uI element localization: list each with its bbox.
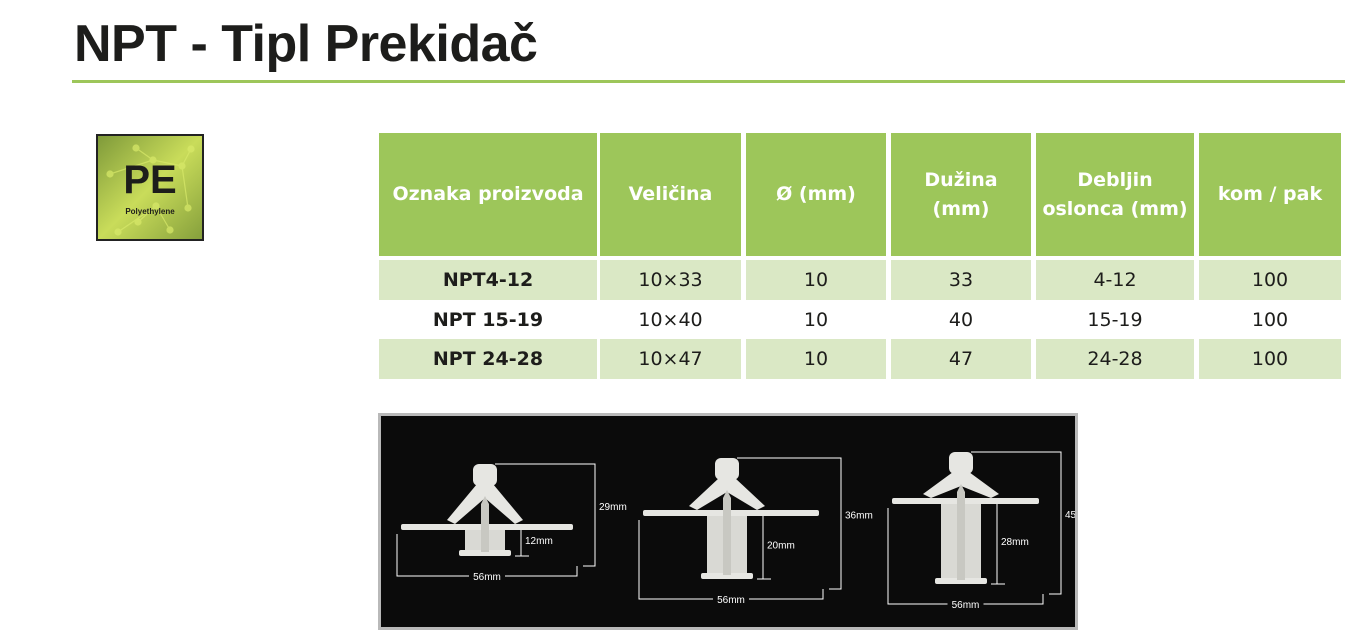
height-dimension-label: 45mm: [1065, 510, 1075, 521]
page-title: NPT - Tipl Prekidač: [74, 15, 538, 73]
width-dimension-label: 56mm: [717, 595, 745, 606]
grip-dimension-label: 20mm: [767, 541, 795, 552]
width-dimension-label: 56mm: [473, 572, 501, 583]
product-code-cell: NPT 15-19: [432, 308, 544, 331]
table-cell: 33: [891, 260, 1031, 300]
table-cell: 4-12: [1036, 260, 1194, 300]
column-header: Oznaka proizvoda: [379, 133, 597, 256]
table-cell: 10: [746, 260, 886, 300]
column-header: Ø (mm): [746, 133, 886, 256]
table-cell: 100: [1199, 339, 1341, 379]
dowel-1: 29mm 12mm 56mm: [396, 463, 627, 583]
grip-dimension-label: 12mm: [525, 536, 553, 547]
molecule-pattern-icon: [106, 144, 195, 236]
table-cell: 100: [1251, 308, 1289, 331]
badge-symbol: PE: [123, 158, 177, 202]
height-dimension-label: 29mm: [599, 502, 627, 513]
column-header: Veličina: [600, 133, 741, 256]
table-cell: 15-19: [1087, 308, 1143, 331]
grip-dimension-label: 28mm: [1001, 537, 1029, 548]
table-cell: 10×33: [600, 260, 741, 300]
dowel-dimension-diagram: 29mm 12mm 56mm 36mm 20mm 56mm 45mm 28mm 56mm: [396, 451, 1093, 611]
table-cell: 10×40: [638, 308, 703, 331]
table-cell: 10×47: [600, 339, 741, 379]
product-code-cell: NPT 24-28: [379, 339, 597, 379]
table-cell: 24-28: [1036, 339, 1194, 379]
polyethylene-badge: PE Polyethylene: [96, 134, 204, 241]
dowel-3: 45mm 28mm 56mm: [887, 451, 1093, 611]
table-cell: 100: [1199, 260, 1341, 300]
height-dimension-label: 36mm: [845, 511, 873, 522]
column-header: Debljin oslonca (mm): [1036, 133, 1194, 256]
table-cell: 10: [746, 339, 886, 379]
table-cell: 40: [948, 308, 974, 331]
dowel-2: 36mm 20mm 56mm: [638, 457, 873, 606]
table-cell: 47: [891, 339, 1031, 379]
title-divider: [72, 80, 1345, 83]
table-cell: 10: [803, 308, 829, 331]
product-photo: 29mm 12mm 56mm 36mm 20mm 56mm 45mm 28mm 56mm: [378, 413, 1093, 630]
badge-label: Polyethylene: [125, 207, 175, 216]
product-code-cell: NPT4-12: [379, 260, 597, 300]
column-header: kom / pak: [1199, 133, 1341, 256]
width-dimension-label: 56mm: [952, 600, 980, 611]
column-header: Dužina (mm): [891, 133, 1031, 256]
